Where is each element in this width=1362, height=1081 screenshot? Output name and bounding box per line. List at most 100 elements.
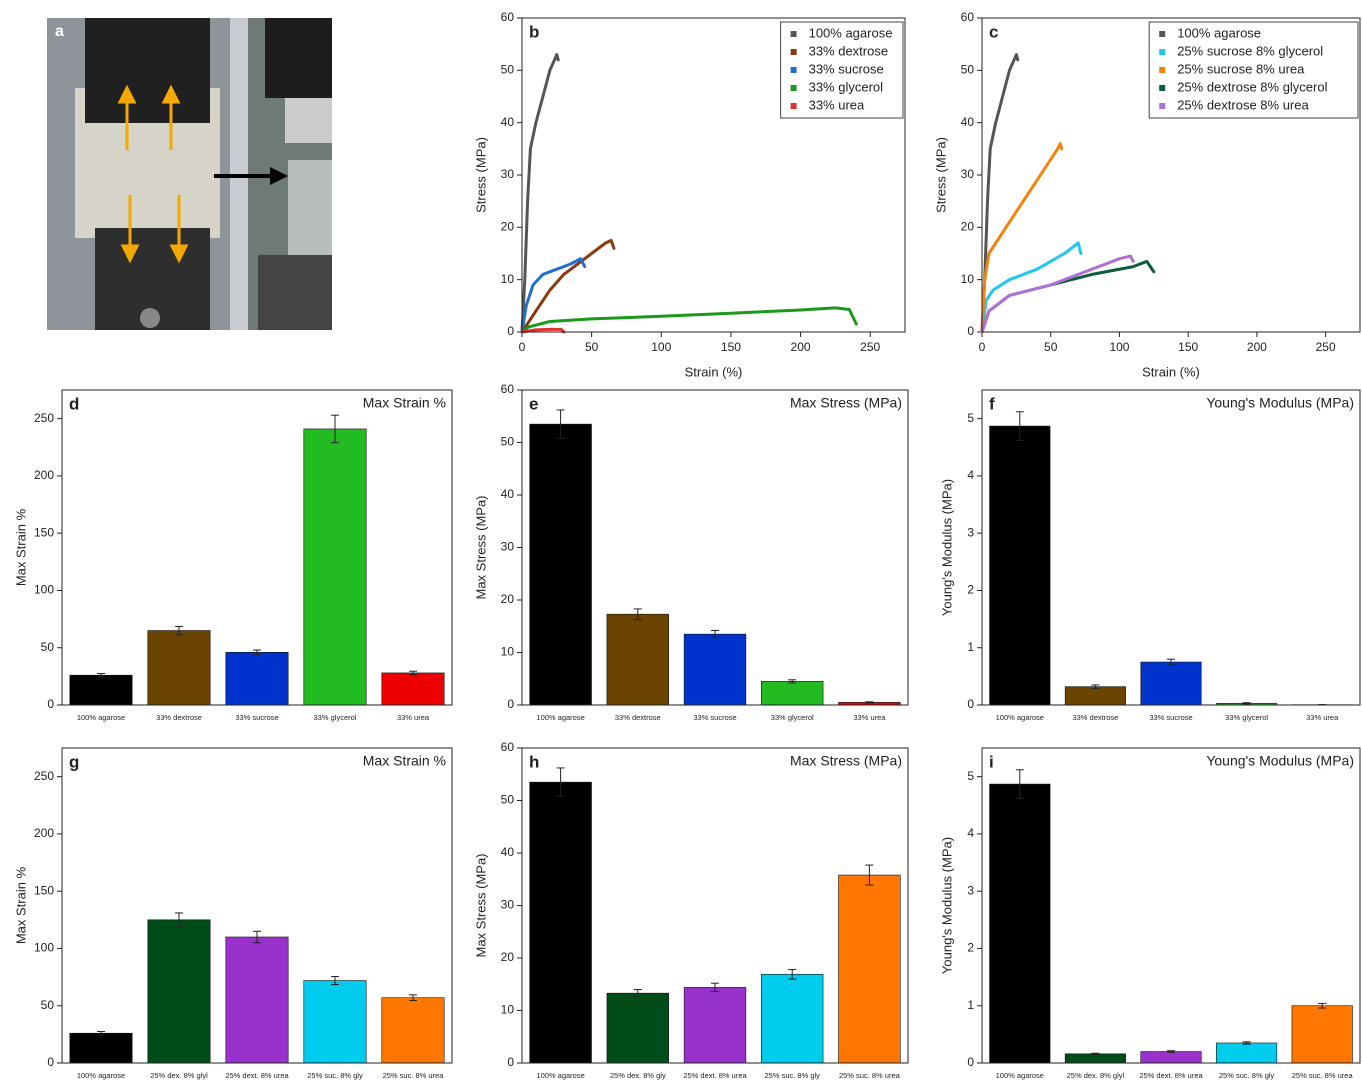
x-tick-label: 250	[860, 340, 880, 354]
chart-title: Young's Modulus (MPa)	[1206, 395, 1354, 411]
photo-panel: a	[47, 18, 332, 330]
legend-swatch	[1159, 31, 1165, 37]
bar	[1216, 1043, 1276, 1063]
x-tick-label: 200	[791, 340, 811, 354]
x-tick-label: 25% dext. 8% urea	[225, 1071, 289, 1080]
y-tick-label: 50	[501, 793, 515, 807]
y-tick-label: 40	[501, 115, 515, 129]
x-tick-label: 25% suc. 8% gly	[764, 1071, 820, 1080]
x-tick-label: 33% sucrose	[1149, 713, 1192, 722]
y-tick-label: 30	[961, 167, 975, 181]
y-tick-label: 250	[34, 769, 54, 783]
bar	[839, 875, 901, 1063]
legend-label: 25% dextrose 8% urea	[1177, 97, 1309, 112]
legend-swatch	[1159, 85, 1165, 91]
x-tick-label: 100% agarose	[996, 713, 1044, 722]
bar	[148, 920, 210, 1063]
figure: a 0102030405060Stress (MPa)0501001502002…	[0, 0, 1362, 1081]
x-tick-label: 0	[519, 340, 526, 354]
y-tick-label: 50	[41, 640, 55, 654]
x-tick-label: 200	[1247, 340, 1267, 354]
bar	[1065, 1054, 1125, 1063]
bar	[684, 987, 746, 1063]
x-tick-label: 25% dex. 8% glyl	[150, 1071, 208, 1080]
bar	[226, 937, 288, 1063]
x-tick-label: 150	[1178, 340, 1198, 354]
legend-label: 33% glycerol	[809, 79, 884, 94]
x-tick-label: 33% glycerol	[1225, 713, 1268, 722]
panel-letter: c	[989, 22, 998, 41]
x-tick-label: 25% dex. 8% gly	[610, 1071, 666, 1080]
bar	[70, 675, 132, 705]
y-tick-label: 3	[967, 525, 974, 539]
y-tick-label: 0	[507, 1055, 514, 1069]
y-tick-label: 3	[967, 883, 974, 897]
legend-label: 100% agarose	[809, 25, 893, 40]
chart-title: Max Stress (MPa)	[790, 753, 902, 769]
x-tick-label: 50	[585, 340, 599, 354]
y-tick-label: 200	[34, 468, 54, 482]
panel-letter: a	[55, 23, 64, 40]
y-tick-label: 10	[961, 272, 975, 286]
bar	[382, 998, 444, 1063]
y-axis-label: Young's Modulus (MPa)	[939, 837, 954, 974]
x-tick-label: 100% agarose	[536, 1071, 584, 1080]
film-upper	[285, 98, 332, 143]
bar	[382, 673, 444, 705]
bar	[148, 631, 210, 705]
x-axis-label: Strain (%)	[685, 364, 743, 379]
bar	[761, 974, 823, 1063]
chart-title: Max Strain %	[363, 753, 446, 769]
x-tick-label: 50	[1044, 340, 1058, 354]
x-tick-label: 0	[979, 340, 986, 354]
bar	[607, 614, 669, 705]
x-tick-label: 33% sucrose	[235, 713, 278, 722]
legend-label: 25% sucrose 8% glycerol	[1177, 43, 1323, 58]
x-tick-label: 150	[721, 340, 741, 354]
y-tick-label: 0	[967, 1055, 974, 1069]
x-tick-label: 100% agarose	[996, 1071, 1044, 1080]
y-tick-label: 10	[501, 1003, 515, 1017]
chart-title: Young's Modulus (MPa)	[1206, 753, 1354, 769]
y-tick-label: 60	[501, 740, 515, 754]
x-tick-label: 33% glycerol	[771, 713, 814, 722]
legend-swatch	[791, 49, 797, 55]
y-tick-label: 30	[501, 167, 515, 181]
x-tick-label: 25% suc. 8% urea	[383, 1071, 445, 1080]
x-tick-label: 100	[651, 340, 671, 354]
y-tick-label: 2	[967, 583, 974, 597]
y-tick-label: 0	[507, 697, 514, 711]
y-tick-label: 0	[967, 324, 974, 338]
y-tick-label: 20	[501, 592, 515, 606]
legend-swatch	[791, 31, 797, 37]
legend-swatch	[1159, 67, 1165, 73]
x-tick-label: 25% dex. 8% glyl	[1067, 1071, 1125, 1080]
legend-swatch	[1159, 49, 1165, 55]
x-tick-label: 33% urea	[853, 713, 886, 722]
x-tick-label: 33% sucrose	[693, 713, 736, 722]
y-tick-label: 0	[967, 697, 974, 711]
panel-letter: b	[529, 22, 539, 41]
y-axis-label: Max Strain %	[13, 508, 28, 586]
legend-swatch	[1159, 103, 1165, 109]
y-tick-label: 50	[501, 435, 515, 449]
bar	[226, 652, 288, 705]
y-tick-label: 40	[961, 115, 975, 129]
y-tick-label: 100	[34, 583, 54, 597]
y-axis-label: Stress (MPa)	[933, 137, 948, 213]
legend-swatch	[791, 103, 797, 109]
chart-title: Max Stress (MPa)	[790, 395, 902, 411]
chart-title: Max Strain %	[363, 395, 446, 411]
x-tick-label: 33% urea	[1306, 713, 1339, 722]
bar	[1065, 687, 1125, 705]
y-axis-label: Young's Modulus (MPa)	[939, 479, 954, 616]
y-tick-label: 0	[47, 1055, 54, 1069]
bar	[990, 426, 1050, 705]
y-axis-label: Stress (MPa)	[473, 137, 488, 213]
y-tick-label: 200	[34, 826, 54, 840]
y-tick-label: 40	[501, 845, 515, 859]
y-tick-label: 30	[501, 540, 515, 554]
y-tick-label: 20	[501, 950, 515, 964]
y-tick-label: 100	[34, 941, 54, 955]
y-tick-label: 0	[507, 324, 514, 338]
